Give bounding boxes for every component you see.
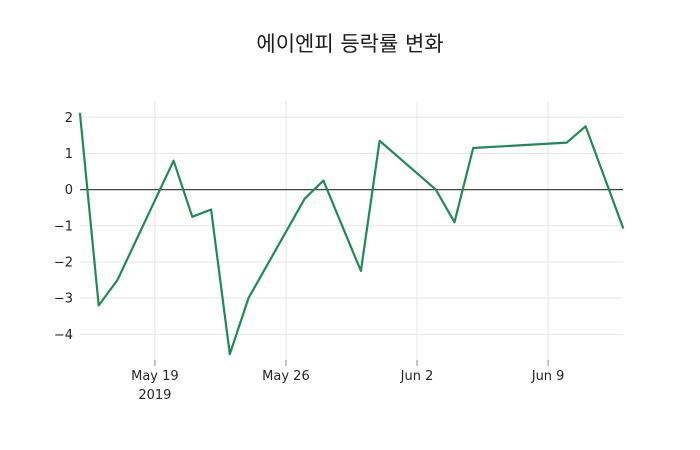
x-tick-label: May 19 — [131, 369, 179, 384]
series-layer — [78, 112, 625, 356]
x-tick-label: Jun 9 — [531, 369, 565, 384]
chart-title: 에이엔피 등락률 변화 — [256, 32, 443, 56]
x-tick-label: Jun 2 — [400, 369, 434, 384]
x-tick-label: 2019 — [138, 388, 171, 403]
y-tick-label: −1 — [54, 219, 73, 234]
y-tick-label: 2 — [65, 111, 73, 126]
y-tick-label: −2 — [54, 255, 73, 270]
y-tick-label: 1 — [65, 147, 73, 162]
tick-layer: May 19 2019 May 26 Jun 2 Jun 9 2 1 0 −1 −2 −3 −4 — [54, 111, 565, 403]
grid-layer — [80, 101, 623, 360]
series-line — [78, 112, 625, 356]
x-tick-label: May 26 — [262, 369, 310, 384]
y-tick-label: 0 — [65, 183, 73, 198]
y-tick-label: −4 — [54, 328, 73, 343]
y-tick-label: −3 — [54, 292, 73, 307]
